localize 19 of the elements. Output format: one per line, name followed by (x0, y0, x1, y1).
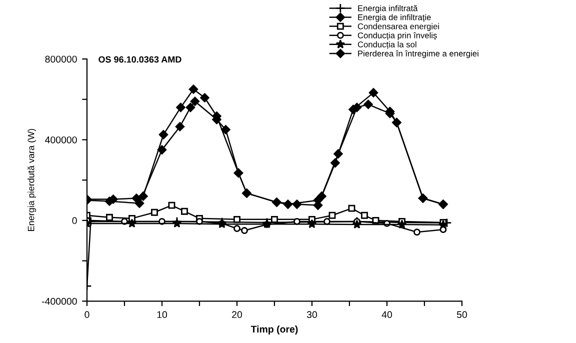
x-tick-label: 0 (84, 311, 90, 318)
legend-label: Conducția prin înveliș (358, 32, 437, 40)
legend-label: Energia de infiltrație (358, 14, 431, 22)
x-tick-label: 50 (456, 311, 467, 318)
y-tick-label: 800000 (45, 56, 77, 63)
y-tick-label: 400000 (45, 136, 77, 144)
x-tick-label: 10 (157, 311, 167, 318)
legend-label: Conducția la sol (358, 41, 416, 50)
annotation: OS 96.10.0363 AMD (98, 56, 182, 63)
x-axis-title: Timp (ore) (250, 325, 298, 335)
x-tick-label: 40 (382, 311, 392, 318)
legend-label: Energia infiltrată (358, 5, 418, 13)
y-tick-label: -400000 (42, 298, 77, 305)
x-tick-label: 30 (306, 311, 317, 318)
x-tick-label: 20 (232, 311, 242, 318)
y-axis-title: Energia pierdută vara (W) (27, 128, 36, 232)
legend-label: Pierderea în întregime a energiei (358, 50, 478, 58)
legend-label: Condensarea energiei (358, 23, 439, 31)
y-tick-label: 0 (72, 217, 77, 224)
